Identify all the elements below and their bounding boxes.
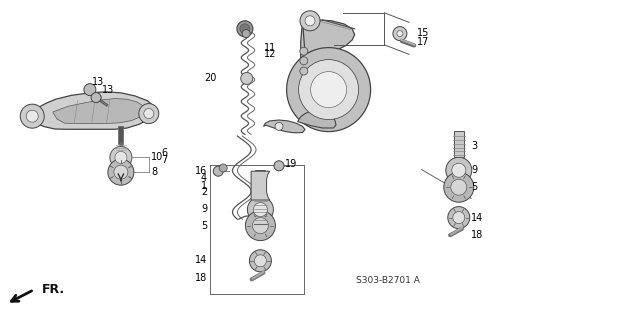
Text: S303-B2701 A: S303-B2701 A bbox=[356, 276, 420, 285]
Circle shape bbox=[453, 212, 465, 224]
Circle shape bbox=[448, 207, 470, 228]
Circle shape bbox=[286, 48, 371, 132]
Circle shape bbox=[213, 166, 223, 176]
Circle shape bbox=[451, 179, 467, 195]
Text: 14: 14 bbox=[195, 255, 207, 265]
Text: 5: 5 bbox=[471, 182, 477, 192]
Circle shape bbox=[144, 108, 154, 119]
Circle shape bbox=[446, 157, 472, 183]
Circle shape bbox=[26, 110, 38, 122]
Circle shape bbox=[91, 92, 101, 103]
Circle shape bbox=[305, 16, 315, 26]
Circle shape bbox=[252, 218, 268, 234]
Circle shape bbox=[397, 31, 403, 36]
Circle shape bbox=[108, 159, 134, 185]
Circle shape bbox=[115, 151, 127, 164]
Text: 3: 3 bbox=[471, 140, 477, 151]
Circle shape bbox=[110, 147, 132, 168]
Text: 10: 10 bbox=[151, 152, 164, 162]
Text: 20: 20 bbox=[205, 73, 217, 84]
Text: 5: 5 bbox=[201, 220, 207, 231]
Circle shape bbox=[240, 24, 250, 34]
Circle shape bbox=[242, 30, 250, 38]
Text: 14: 14 bbox=[471, 212, 484, 223]
Circle shape bbox=[393, 27, 407, 41]
Text: 13: 13 bbox=[92, 76, 104, 87]
Polygon shape bbox=[251, 171, 270, 200]
Circle shape bbox=[241, 72, 253, 84]
Polygon shape bbox=[24, 92, 154, 129]
Circle shape bbox=[300, 57, 308, 65]
Polygon shape bbox=[301, 20, 319, 126]
Text: 13: 13 bbox=[102, 84, 115, 95]
Circle shape bbox=[139, 104, 159, 124]
Text: 1: 1 bbox=[201, 180, 207, 191]
Text: 19: 19 bbox=[285, 159, 298, 169]
Text: 2: 2 bbox=[201, 187, 207, 197]
Circle shape bbox=[300, 11, 320, 31]
Polygon shape bbox=[303, 20, 355, 56]
Circle shape bbox=[84, 84, 96, 96]
Circle shape bbox=[300, 47, 308, 55]
Polygon shape bbox=[264, 120, 305, 133]
Text: FR.: FR. bbox=[42, 283, 65, 296]
Circle shape bbox=[114, 165, 128, 179]
Text: 15: 15 bbox=[417, 28, 429, 38]
Text: 6: 6 bbox=[161, 148, 167, 158]
Circle shape bbox=[247, 196, 273, 223]
Text: 16: 16 bbox=[195, 166, 208, 176]
Text: 9: 9 bbox=[201, 204, 207, 214]
Text: 18: 18 bbox=[195, 273, 207, 284]
Circle shape bbox=[299, 60, 358, 120]
Text: 4: 4 bbox=[201, 173, 207, 183]
Text: 9: 9 bbox=[471, 164, 477, 175]
Text: 12: 12 bbox=[264, 49, 276, 59]
Circle shape bbox=[20, 104, 44, 128]
Text: 18: 18 bbox=[471, 230, 484, 240]
Circle shape bbox=[219, 164, 227, 172]
Polygon shape bbox=[255, 170, 265, 198]
Text: 8: 8 bbox=[151, 166, 157, 177]
Circle shape bbox=[274, 161, 284, 171]
Circle shape bbox=[237, 21, 253, 37]
Circle shape bbox=[452, 163, 466, 177]
Circle shape bbox=[300, 67, 308, 75]
Circle shape bbox=[254, 203, 267, 217]
Text: 7: 7 bbox=[161, 155, 167, 165]
Circle shape bbox=[249, 250, 272, 272]
Circle shape bbox=[275, 123, 283, 131]
Polygon shape bbox=[53, 99, 146, 124]
Circle shape bbox=[311, 72, 347, 108]
Text: 11: 11 bbox=[264, 43, 276, 53]
Circle shape bbox=[246, 211, 275, 241]
Text: 17: 17 bbox=[417, 37, 429, 47]
Polygon shape bbox=[298, 110, 336, 128]
Polygon shape bbox=[454, 131, 464, 157]
Circle shape bbox=[303, 64, 355, 116]
Circle shape bbox=[254, 255, 267, 267]
Circle shape bbox=[444, 172, 474, 202]
